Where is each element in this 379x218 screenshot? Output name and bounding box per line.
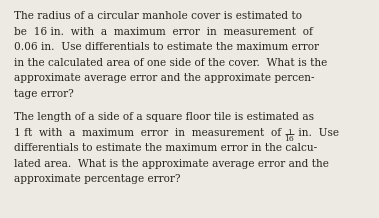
Text: The length of a side of a square floor tile is estimated as: The length of a side of a square floor t…	[14, 112, 314, 122]
Text: 16: 16	[284, 135, 294, 143]
Text: in.  Use: in. Use	[295, 128, 339, 138]
Text: in the calculated area of one side of the cover.  What is the: in the calculated area of one side of th…	[14, 58, 327, 68]
Text: 0.06 in.  Use differentials to estimate the maximum error: 0.06 in. Use differentials to estimate t…	[14, 42, 319, 52]
Text: be  16 in.  with  a  maximum  error  in  measurement  of: be 16 in. with a maximum error in measur…	[14, 27, 313, 37]
Text: approximate average error and the approximate percen-: approximate average error and the approx…	[14, 73, 315, 83]
Text: The radius of a circular manhole cover is estimated to: The radius of a circular manhole cover i…	[14, 11, 302, 21]
Text: lated area.  What is the approximate average error and the: lated area. What is the approximate aver…	[14, 159, 329, 169]
Text: differentials to estimate the maximum error in the calcu-: differentials to estimate the maximum er…	[14, 143, 317, 153]
Text: 1 ft  with  a  maximum  error  in  measurement  of: 1 ft with a maximum error in measurement…	[14, 128, 284, 138]
Text: 1: 1	[287, 129, 292, 137]
Text: approximate percentage error?: approximate percentage error?	[14, 174, 180, 184]
Text: tage error?: tage error?	[14, 89, 74, 99]
